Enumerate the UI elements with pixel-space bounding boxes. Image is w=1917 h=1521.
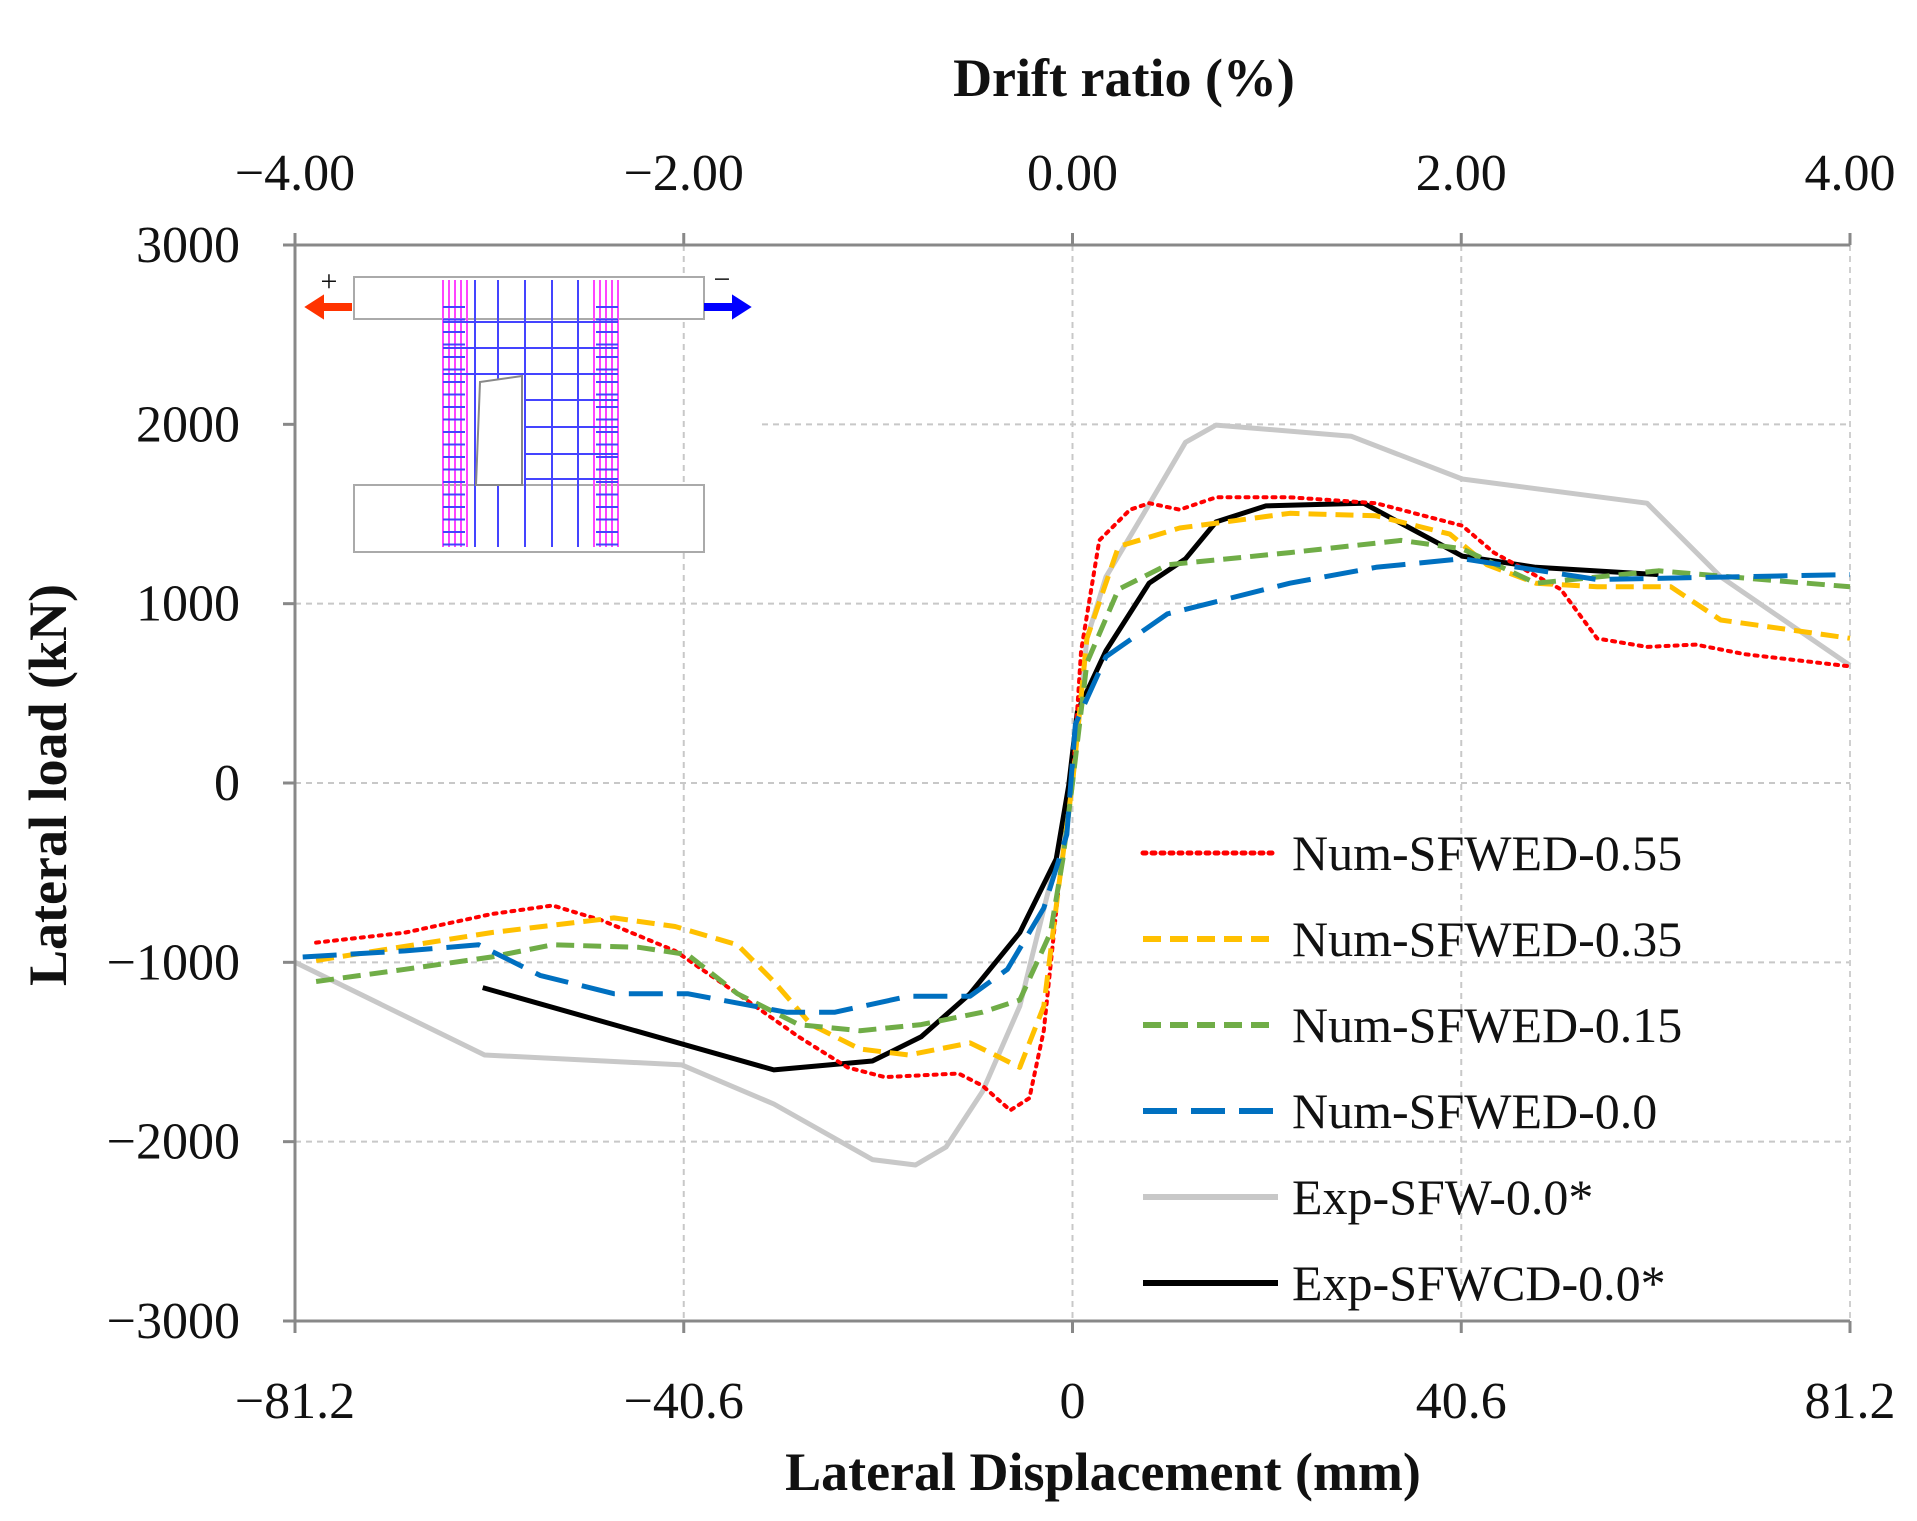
x-tick-label: −40.6 [624, 1373, 744, 1430]
arrow-left-icon [304, 294, 352, 320]
legend: Num-SFWED-0.55 Num-SFWED-0.35 Num-SFWED-0.… [1140, 825, 1682, 1311]
legend-label: Num-SFWED-0.0 [1292, 1083, 1657, 1139]
y-tick-label: 3000 [136, 217, 240, 274]
legend-label: Exp-SFW-0.0* [1292, 1169, 1593, 1225]
legend-label: Num-SFWED-0.15 [1292, 997, 1682, 1053]
opening [474, 374, 523, 486]
wall-specimen-inset: + − [304, 263, 752, 553]
minus-sign: − [714, 263, 731, 296]
y-tick-label: −1000 [107, 934, 240, 991]
reinforcement-grid [442, 280, 619, 547]
series-line-exp-sfwcd-0-0- [482, 500, 1659, 1073]
base-block [353, 484, 705, 553]
y-tick-label: −2000 [107, 1114, 240, 1171]
legend-label: Num-SFWED-0.55 [1292, 825, 1682, 881]
series-line-num-sfwed-0-35 [315, 510, 1851, 1070]
series-line-num-sfwed-0-15 [315, 537, 1851, 1034]
x-tick-label: 0 [1060, 1373, 1086, 1430]
top-beam [353, 276, 705, 320]
legend-label: Num-SFWED-0.35 [1292, 911, 1682, 967]
legend-label: Exp-SFWCD-0.0* [1292, 1255, 1666, 1311]
series-line-num-sfwed-0-55 [314, 495, 1852, 1113]
grid [295, 245, 1851, 1321]
top-tick-label: −2.00 [624, 145, 744, 202]
y-axis-title: Lateral load (kN) [18, 584, 78, 986]
top-tick-label: −4.00 [235, 145, 355, 202]
y-tick-label: −3000 [107, 1293, 240, 1350]
top-tick-label: 2.00 [1416, 145, 1507, 202]
plus-sign: + [321, 265, 338, 298]
x-tick-label: 40.6 [1416, 1373, 1507, 1430]
arrow-right-icon [704, 294, 752, 320]
series-lines [293, 422, 1852, 1168]
axes: 3000200010000−1000−2000−3000−81.2−4.00−4… [107, 145, 1896, 1430]
y-tick-label: 2000 [136, 396, 240, 453]
top-tick-label: 0.00 [1027, 145, 1118, 202]
top-tick-label: 4.00 [1805, 145, 1896, 202]
y-tick-label: 0 [214, 755, 240, 812]
y-tick-label: 1000 [136, 576, 240, 633]
top-axis-title: Drift ratio (%) [953, 48, 1295, 108]
x-tick-label: 81.2 [1805, 1373, 1896, 1430]
x-tick-label: −81.2 [235, 1373, 355, 1430]
x-axis-title: Lateral Displacement (mm) [785, 1442, 1421, 1502]
